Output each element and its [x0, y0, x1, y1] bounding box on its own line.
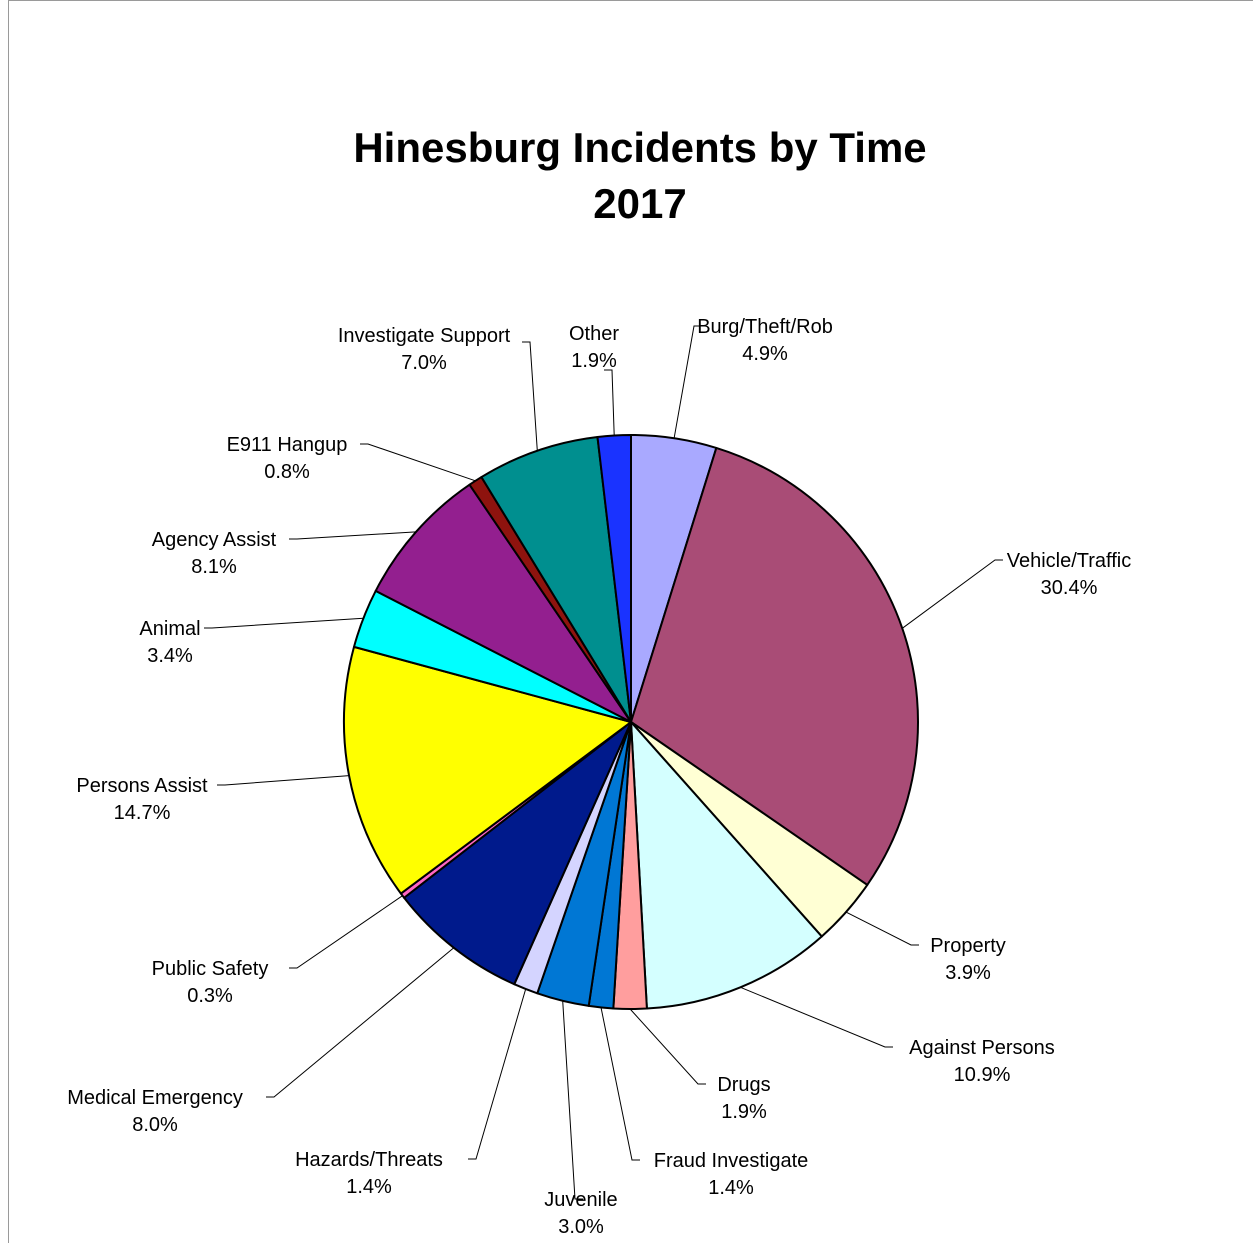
leader-fraud-investigate	[600, 1007, 640, 1161]
label-value-animal: 3.4%	[147, 645, 193, 667]
leader-juvenile	[562, 1000, 583, 1200]
label-name-drugs: Drugs	[717, 1074, 770, 1096]
chart-frame	[8, 0, 1253, 1243]
label-name-juvenile: Juvenile	[544, 1189, 617, 1211]
leader-medical-emergency	[266, 947, 455, 1098]
leader-investigate-support	[522, 341, 538, 451]
label-value-against-persons: 10.9%	[954, 1064, 1011, 1086]
slice-investigate-support	[480, 435, 632, 723]
slice-labels: Burg/Theft/Rob 4.9% Vehicle/Traffic 30.4% Pr…	[67, 316, 1131, 1238]
leader-persons-assist	[217, 775, 350, 786]
label-name-public-safety: Public Safety	[152, 958, 269, 980]
leader-property	[845, 911, 919, 946]
label-value-drugs: 1.9%	[721, 1101, 767, 1123]
label-value-agency-assist: 8.1%	[191, 556, 237, 578]
label-value-fraud-investigate: 1.4%	[708, 1177, 754, 1199]
label-name-e911-hangup: E911 Hangup	[227, 434, 348, 456]
label-name-animal: Animal	[139, 618, 200, 640]
chart-subtitle: 2017	[593, 180, 686, 227]
label-name-persons-assist: Persons Assist	[76, 775, 208, 797]
label-name-burg-theft-rob: Burg/Theft/Rob	[697, 316, 833, 338]
leader-agency-assist	[289, 531, 417, 540]
leader-animal	[204, 617, 364, 629]
pie-slices	[343, 433, 919, 1011]
label-value-persons-assist: 14.7%	[114, 802, 171, 824]
leader-lines	[204, 325, 1003, 1200]
leader-against-persons	[740, 986, 893, 1048]
chart-title: Hinesburg Incidents by Time	[353, 124, 926, 171]
label-name-medical-emergency: Medical Emergency	[67, 1087, 243, 1109]
label-name-property: Property	[930, 935, 1006, 957]
leader-drugs	[629, 1008, 706, 1085]
label-name-fraud-investigate: Fraud Investigate	[654, 1150, 809, 1172]
leader-hazards-threats	[468, 988, 527, 1160]
leader-public-safety	[289, 895, 403, 969]
leader-burg-theft-rob	[673, 325, 702, 439]
label-value-investigate-support: 7.0%	[401, 352, 447, 374]
label-value-public-safety: 0.3%	[187, 985, 233, 1007]
label-value-other: 1.9%	[571, 350, 617, 372]
label-value-burg-theft-rob: 4.9%	[742, 343, 788, 365]
label-name-against-persons: Against Persons	[909, 1037, 1055, 1059]
leader-e911-hangup	[360, 443, 476, 482]
label-value-hazards-threats: 1.4%	[346, 1176, 392, 1198]
slice-agency-assist	[374, 483, 632, 723]
label-value-juvenile: 3.0%	[558, 1216, 604, 1238]
label-name-agency-assist: Agency Assist	[152, 529, 277, 551]
slice-vehicle-traffic	[630, 446, 919, 886]
leader-other	[604, 369, 615, 436]
label-name-investigate-support: Investigate Support	[338, 325, 511, 347]
label-value-vehicle-traffic: 30.4%	[1041, 577, 1098, 599]
slice-medical-emergency	[403, 721, 632, 986]
label-value-e911-hangup: 0.8%	[264, 461, 310, 483]
label-name-vehicle-traffic: Vehicle/Traffic	[1007, 550, 1132, 572]
label-name-hazards-threats: Hazards/Threats	[295, 1149, 443, 1171]
label-value-medical-emergency: 8.0%	[132, 1114, 178, 1136]
label-name-other: Other	[569, 323, 619, 345]
leader-vehicle-traffic	[902, 559, 1003, 629]
slice-persons-assist	[343, 645, 632, 895]
label-value-property: 3.9%	[945, 962, 991, 984]
